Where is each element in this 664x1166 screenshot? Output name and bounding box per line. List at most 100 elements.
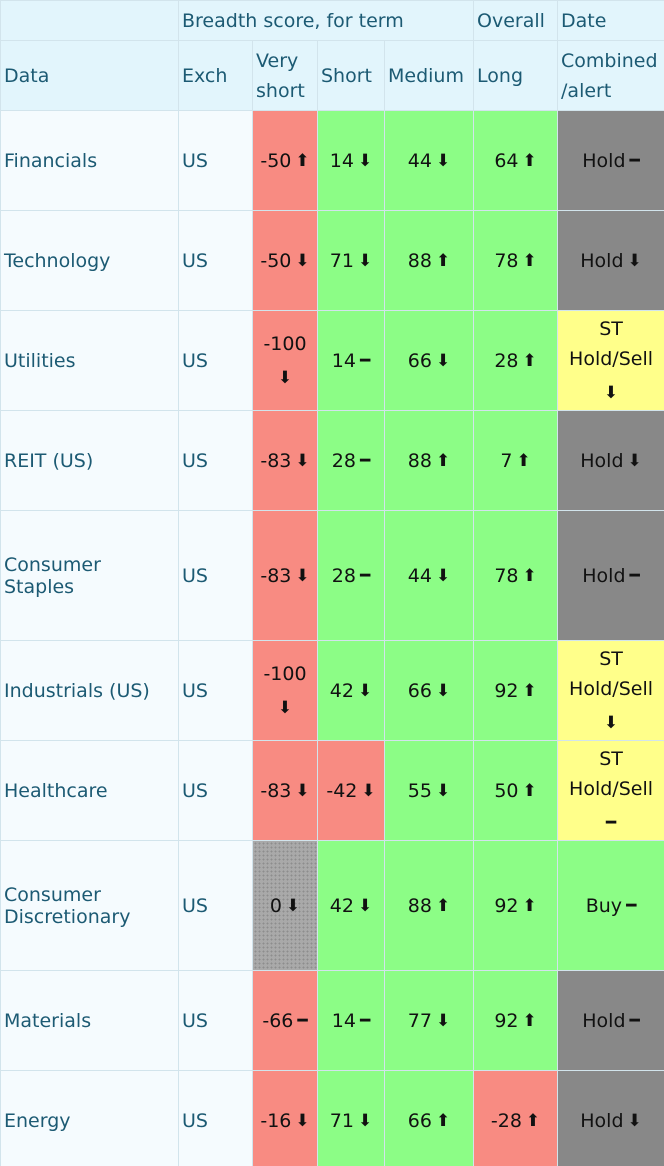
exchange: US — [178, 970, 253, 1071]
column-header: Very short — [252, 40, 318, 111]
trend-arrow: ⬇ — [357, 680, 373, 701]
score-value: -83 — [260, 449, 292, 472]
column-header: Long — [473, 40, 559, 111]
cell-content: ST Hold/Sell ⬇ — [560, 314, 662, 408]
score-cell: 55 ⬇ — [383, 740, 475, 841]
score-cell: 78 ⬆ — [473, 510, 559, 641]
exchange: US — [178, 110, 253, 211]
score-value: 88 — [407, 894, 432, 917]
score-value: 64 — [494, 149, 519, 172]
score-cell: 7 ⬆ — [473, 410, 559, 511]
score-value: -83 — [260, 564, 292, 587]
trend-arrow: ⬇ — [627, 450, 642, 471]
alert-text: Hold — [582, 1009, 626, 1032]
score-cell: -100 ⬇ — [252, 310, 318, 411]
cell-content: 55 ⬇ — [387, 776, 471, 806]
score-cell: -50 ⬆ — [252, 110, 318, 211]
cell-content: 71 ⬇ — [320, 1106, 382, 1136]
score-value: 44 — [407, 149, 432, 172]
column-header: Exch — [178, 40, 253, 111]
score-value: -16 — [260, 1109, 292, 1132]
sector-name: REIT (US) — [0, 410, 179, 511]
cell-content: 42 ⬇ — [320, 676, 382, 706]
cell-content: 92 ⬆ — [476, 1006, 555, 1036]
trend-arrow: ━ — [626, 895, 637, 916]
cell-content: 28 ⬆ — [476, 346, 555, 376]
cell-content: Buy ━ — [560, 891, 662, 921]
header-group: Breadth score, for term — [177, 0, 475, 41]
trend-arrow: ⬇ — [357, 895, 373, 916]
cell-content: 44 ⬇ — [387, 146, 471, 176]
alert-text: ST Hold/Sell — [569, 317, 654, 370]
cell-content: 14 ━ — [320, 346, 382, 376]
sector-name: Technology — [0, 210, 179, 311]
trend-arrow: ⬇ — [295, 565, 310, 586]
score-value: -50 — [260, 249, 292, 272]
alert-cell: Buy ━ — [557, 840, 664, 971]
score-value: 28 — [331, 449, 356, 472]
trend-arrow: ⬇ — [435, 350, 451, 371]
trend-arrow: ⬇ — [295, 1110, 310, 1131]
cell-content: -66 ━ — [255, 1006, 315, 1036]
cell-content: 88 ⬆ — [387, 891, 471, 921]
score-value: 42 — [329, 679, 354, 702]
trend-arrow: ⬆ — [525, 1110, 541, 1131]
score-cell: 28 ━ — [317, 410, 385, 511]
table-row: Energy US -16 ⬇ 71 ⬇ 66 ⬆ -28 ⬆ Hold ⬇ — [0, 1070, 664, 1166]
alert-text: ST Hold/Sell — [569, 747, 654, 800]
sector-name: Materials — [0, 970, 179, 1071]
cell-content: -83 ⬇ — [255, 561, 315, 591]
score-value: 88 — [407, 249, 432, 272]
score-cell: -83 ⬇ — [252, 740, 318, 841]
exchange: US — [178, 640, 253, 741]
score-value: 92 — [494, 1009, 519, 1032]
score-value: 42 — [329, 894, 354, 917]
trend-arrow: ━ — [359, 565, 371, 586]
alert-cell: Hold ━ — [557, 510, 664, 641]
sector-name: Energy — [0, 1070, 179, 1166]
cell-content: 78 ⬆ — [476, 561, 555, 591]
trend-arrow: ⬇ — [435, 780, 451, 801]
trend-arrow: ⬇ — [357, 1110, 373, 1131]
trend-arrow: ⬇ — [295, 450, 310, 471]
score-value: 44 — [407, 564, 432, 587]
cell-content: -28 ⬆ — [476, 1106, 555, 1136]
cell-content: -50 ⬇ — [255, 246, 315, 276]
trend-arrow: ⬇ — [435, 565, 451, 586]
trend-arrow: ⬆ — [435, 1110, 451, 1131]
table-row: Technology US -50 ⬇ 71 ⬇ 88 ⬆ 78 ⬆ Hold ⬇ — [0, 210, 664, 311]
cell-content: Hold ⬇ — [560, 446, 662, 476]
trend-arrow: ━ — [359, 1010, 371, 1031]
alert-cell: Hold ⬇ — [557, 1070, 664, 1166]
score-value: 0 — [269, 894, 282, 917]
cell-content: 50 ⬆ — [476, 776, 555, 806]
score-cell: 92 ⬆ — [473, 840, 559, 971]
exchange: US — [178, 410, 253, 511]
table-row: Materials US -66 ━ 14 ━ 77 ⬇ 92 ⬆ Hold ━ — [0, 970, 664, 1071]
score-cell: -83 ⬇ — [252, 410, 318, 511]
score-cell: 92 ⬆ — [473, 640, 559, 741]
score-value: 28 — [331, 564, 356, 587]
score-cell: -42 ⬇ — [317, 740, 385, 841]
alert-cell: Hold ━ — [557, 970, 664, 1071]
trend-arrow: ⬇ — [357, 250, 373, 271]
table-row: Industrials (US) US -100 ⬇ 42 ⬇ 66 ⬇ 92 ⬆ ST Hold/… — [0, 640, 664, 741]
cell-content: 66 ⬇ — [387, 676, 471, 706]
score-value: -42 — [326, 779, 358, 802]
alert-text: ST Hold/Sell — [569, 647, 654, 700]
score-cell: 42 ⬇ — [317, 840, 385, 971]
score-value: 71 — [329, 249, 354, 272]
cell-content: Hold ⬇ — [560, 1106, 662, 1136]
trend-arrow: ━ — [629, 150, 640, 171]
cell-content: Hold ━ — [560, 1006, 662, 1036]
exchange: US — [178, 840, 253, 971]
score-cell: -28 ⬆ — [473, 1070, 559, 1166]
cell-content: ST Hold/Sell ⬇ — [560, 644, 662, 738]
alert-text: Hold — [580, 449, 624, 472]
cell-content: 92 ⬆ — [476, 891, 555, 921]
cell-content: 88 ⬆ — [387, 446, 471, 476]
header-cell — [0, 0, 179, 41]
header-group: Date — [557, 0, 664, 41]
exchange: US — [178, 740, 253, 841]
